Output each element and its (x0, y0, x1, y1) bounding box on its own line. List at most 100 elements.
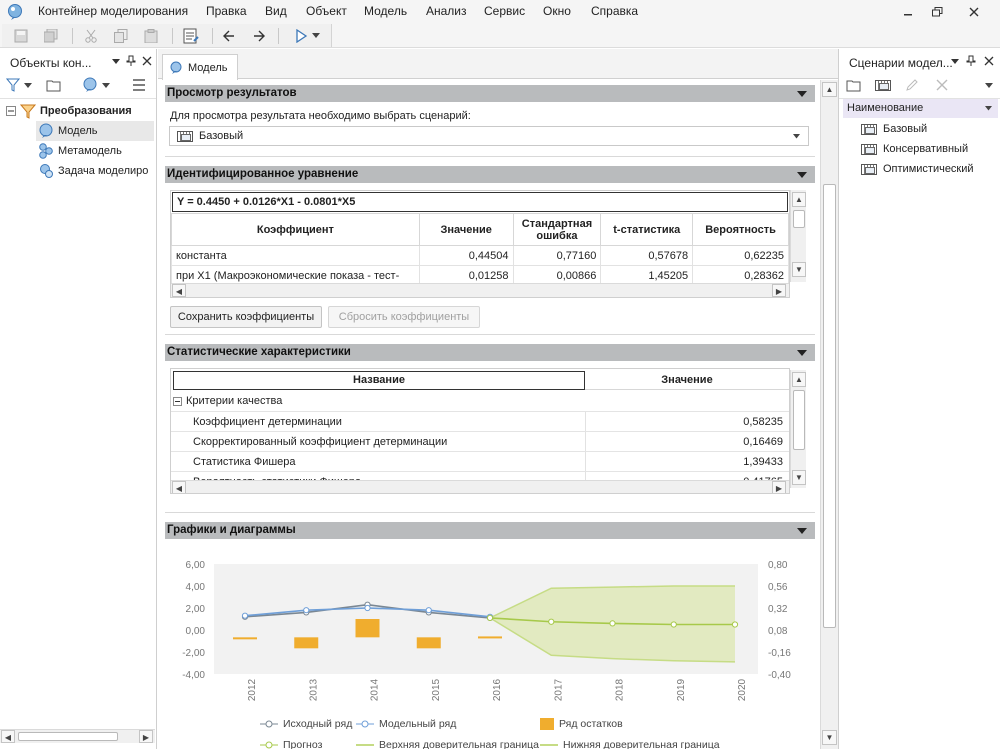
menu-container[interactable]: Контейнер моделирования (38, 4, 189, 18)
run-dropdown-button[interactable] (310, 27, 322, 45)
menu-object[interactable]: Объект (306, 4, 347, 18)
charts-section-header[interactable]: Графики и диаграммы (165, 522, 815, 539)
column-header[interactable]: t-статистика (600, 213, 694, 246)
column-header[interactable]: Вероятность (692, 213, 789, 246)
scenario-item-conservative[interactable]: Консервативный (861, 139, 968, 159)
tree-node-metamodel[interactable]: Метамодель (36, 141, 122, 161)
scenario-select[interactable]: Базовый (169, 126, 809, 146)
menu-analysis[interactable]: Анализ (426, 4, 467, 18)
content-vertical-scrollbar[interactable]: ▲ ▼ (820, 80, 838, 749)
panel-menu-icon[interactable] (110, 55, 122, 67)
scenario-icon[interactable] (875, 80, 891, 91)
column-header[interactable]: Коэффициент (171, 213, 420, 246)
equation-section-header[interactable]: Идентифицированное уравнение (165, 166, 815, 183)
stats-vertical-scrollbar[interactable]: ▲ ▼ (790, 370, 806, 488)
scroll-left-icon[interactable]: ◀ (172, 481, 186, 493)
save-button[interactable] (12, 27, 30, 45)
scroll-left-icon[interactable]: ◀ (1, 730, 15, 743)
column-header[interactable]: Значение (418, 213, 514, 246)
column-header[interactable]: Название (173, 371, 585, 390)
toolbar-separator (278, 28, 279, 44)
tab-model[interactable]: Модель (162, 54, 238, 80)
menu-window[interactable]: Окно (543, 4, 571, 18)
edit-pencil-icon[interactable] (905, 78, 919, 92)
pin-icon[interactable] (125, 55, 137, 67)
tree-node-transformations[interactable]: Преобразования (6, 101, 132, 121)
menu-view[interactable]: Вид (265, 4, 287, 18)
list-view-icon[interactable] (132, 78, 146, 92)
scroll-up-icon[interactable]: ▲ (792, 192, 806, 207)
results-section-header[interactable]: Просмотр результатов (165, 85, 815, 102)
cut-button[interactable] (82, 27, 100, 45)
menu-edit[interactable]: Правка (206, 4, 247, 18)
forward-button[interactable] (250, 27, 268, 45)
dropdown-arrow-icon[interactable] (102, 83, 110, 89)
back-button[interactable] (220, 27, 238, 45)
delete-icon[interactable] (935, 78, 949, 92)
close-button[interactable] (961, 2, 987, 22)
column-header[interactable]: Значение (585, 371, 789, 390)
menu-service[interactable]: Сервис (484, 4, 526, 18)
folder-icon[interactable] (46, 78, 61, 92)
properties-button[interactable] (182, 27, 200, 45)
scroll-down-icon[interactable]: ▼ (792, 262, 806, 277)
scenario-item-base[interactable]: Базовый (861, 119, 927, 139)
tree-node-task[interactable]: Задача моделиро (36, 161, 148, 181)
dropdown-arrow-icon[interactable] (24, 83, 32, 89)
scroll-thumb[interactable] (793, 390, 805, 450)
scroll-up-icon[interactable]: ▲ (792, 372, 806, 387)
close-icon[interactable] (141, 55, 153, 67)
stats-horizontal-scrollbar[interactable]: ◀ ▶ (171, 480, 789, 493)
reset-coefficients-button[interactable]: Сбросить коэффициенты (328, 306, 480, 328)
dropdown-arrow-icon[interactable] (985, 106, 992, 111)
collapse-arrow-icon[interactable] (797, 350, 807, 356)
menu-help[interactable]: Справка (591, 4, 639, 18)
model-object-icon[interactable] (82, 77, 98, 93)
toolbar (0, 24, 1000, 48)
filter-icon[interactable] (6, 78, 20, 92)
column-header[interactable]: Стандартная ошибка (512, 213, 602, 246)
coefficients-vertical-scrollbar[interactable]: ▲ ▼ (790, 190, 806, 282)
scroll-right-icon[interactable]: ▶ (772, 284, 786, 297)
tree-node-model[interactable]: Модель (36, 121, 154, 141)
scroll-left-icon[interactable]: ◀ (172, 284, 186, 297)
table-row[interactable]: константа 0,44504 0,77160 0,57678 0,6223… (171, 245, 789, 266)
scroll-thumb[interactable] (18, 732, 118, 741)
save-coefficients-button[interactable]: Сохранить коэффициенты (170, 306, 322, 328)
panel-menu-icon[interactable] (949, 55, 961, 67)
collapse-arrow-icon[interactable] (797, 528, 807, 534)
scenario-item-optimistic[interactable]: Оптимистический (861, 159, 974, 179)
paste-button[interactable] (142, 27, 160, 45)
scroll-thumb[interactable] (823, 184, 836, 628)
table-row[interactable]: при X1 (Макроэкономические показа - тест… (171, 265, 789, 286)
copy-button[interactable] (112, 27, 130, 45)
scroll-right-icon[interactable]: ▶ (772, 481, 786, 493)
dropdown-arrow-icon[interactable] (793, 134, 800, 139)
dropdown-arrow-icon[interactable] (985, 83, 993, 89)
scroll-thumb[interactable] (793, 210, 805, 228)
menu-model[interactable]: Модель (364, 4, 408, 18)
scenarios-column-header[interactable]: Наименование (843, 99, 998, 118)
folder-icon[interactable] (846, 78, 861, 92)
table-row[interactable]: Статистика Фишера 1,39433 (171, 451, 789, 472)
scroll-right-icon[interactable]: ▶ (139, 730, 153, 743)
collapse-icon[interactable] (173, 396, 182, 406)
scroll-up-icon[interactable]: ▲ (822, 82, 837, 97)
collapse-arrow-icon[interactable] (797, 172, 807, 178)
run-button[interactable] (292, 27, 310, 45)
objects-horizontal-scrollbar[interactable]: ◀ ▶ (0, 729, 155, 743)
restore-button[interactable] (924, 2, 950, 22)
pin-icon[interactable] (965, 55, 977, 67)
stats-group-row[interactable]: Критерии качества (173, 391, 282, 411)
collapse-icon[interactable] (6, 106, 16, 116)
scroll-down-icon[interactable]: ▼ (792, 470, 806, 485)
minimize-button[interactable] (895, 2, 921, 22)
save-all-button[interactable] (42, 27, 60, 45)
stats-section-header[interactable]: Статистические характеристики (165, 344, 815, 361)
scroll-down-icon[interactable]: ▼ (822, 730, 837, 745)
collapse-arrow-icon[interactable] (797, 91, 807, 97)
coefficients-horizontal-scrollbar[interactable]: ◀ ▶ (171, 283, 789, 297)
table-row[interactable]: Скорректированный коэффициент детерминац… (171, 431, 789, 452)
close-icon[interactable] (983, 55, 995, 67)
table-row[interactable]: Коэффициент детерминации 0,58235 (171, 411, 789, 432)
